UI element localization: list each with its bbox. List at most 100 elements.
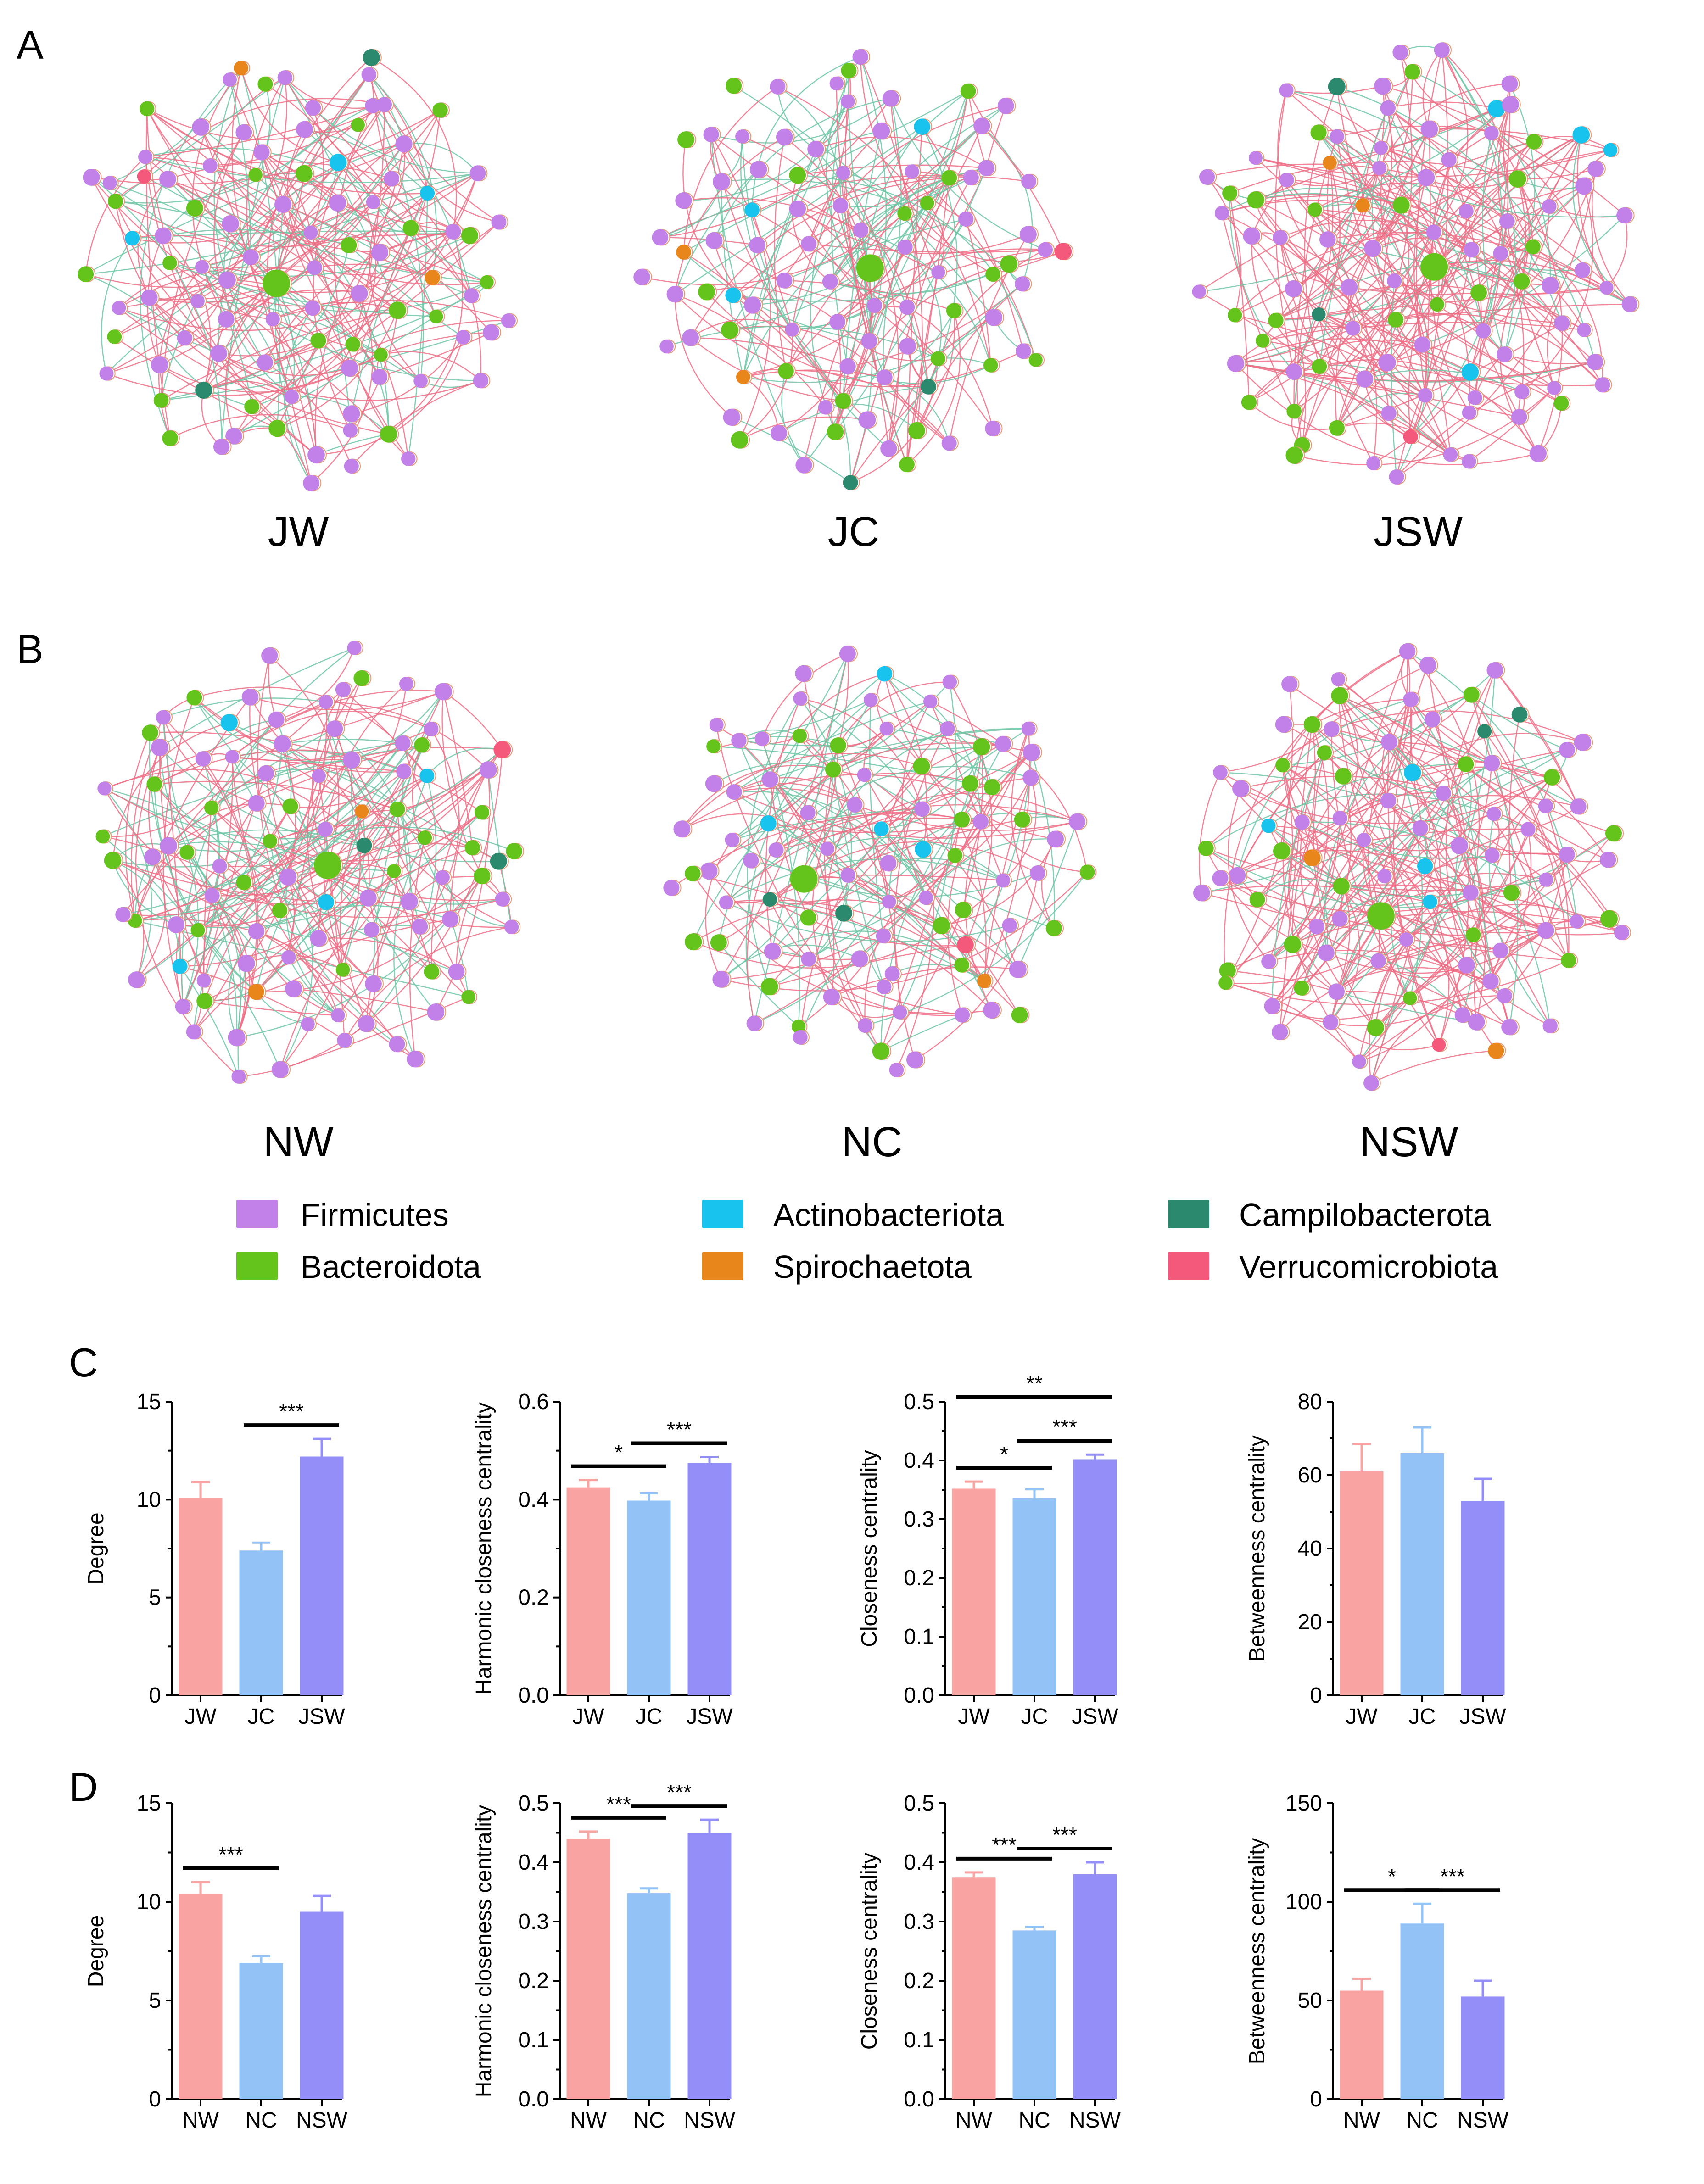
positive-edge (1389, 741, 1609, 860)
positive-edge (1336, 136, 1397, 320)
node-firmicutes (958, 211, 974, 227)
negative-edge (212, 826, 514, 896)
node-bacteroidota (685, 865, 701, 882)
positive-edge (118, 279, 228, 309)
positive-edge (114, 201, 374, 337)
positive-edge (1225, 901, 1430, 985)
positive-edge (739, 329, 793, 440)
node-firmicutes (1441, 152, 1457, 167)
node-firmicutes (1462, 405, 1476, 420)
legend-label-spirochaetota: Spirochaetota (773, 1249, 972, 1285)
positive-edge (351, 337, 464, 415)
positive-edge (1358, 997, 1411, 1062)
node-firmicutes (1587, 354, 1603, 370)
positive-edge (980, 752, 1032, 822)
x-tick-label-jw: JW (1346, 1705, 1378, 1729)
node-bacteroidota (461, 990, 475, 1004)
x-tick-label-jc: JC (248, 1705, 275, 1729)
node-bacteroidota (1463, 686, 1480, 703)
positive-edge (890, 98, 939, 273)
node-firmicutes (285, 980, 302, 997)
node-firmicutes (978, 160, 994, 176)
node-bacteroidota (414, 737, 430, 753)
positive-edge (212, 769, 489, 897)
node-firmicutes (1374, 141, 1388, 155)
negative-edge (1504, 246, 1534, 355)
node-firmicutes (365, 98, 380, 114)
negative-edge (284, 307, 313, 484)
node-firmicutes (343, 751, 360, 769)
node-firmicutes (807, 140, 824, 157)
node-firmicutes (1281, 676, 1298, 692)
positive-edge (1326, 930, 1546, 974)
positive-edge (1466, 197, 1549, 212)
positive-edge (430, 749, 503, 972)
node-bacteroidota (1543, 769, 1560, 786)
node-bacteroidota (107, 329, 122, 344)
bar-nsw (687, 1833, 732, 2099)
positive-edge (1339, 696, 1497, 1051)
positive-edge (1225, 960, 1569, 1005)
phylum-legend: Firmicutes Bacteroidota Actinobacteriota… (236, 1197, 1498, 1285)
positive-edge (887, 728, 948, 864)
significance-label: *** (279, 1399, 304, 1423)
y-tick-label: 0.2 (518, 1969, 549, 1993)
node-firmicutes (376, 97, 392, 112)
positive-edge (1336, 777, 1553, 992)
node-firmicutes (337, 1033, 352, 1048)
negative-edge (911, 105, 1006, 172)
negative-edge (282, 739, 403, 745)
node-firmicutes (310, 930, 327, 947)
node-firmicutes (1261, 954, 1276, 969)
positive-edge (1470, 935, 1510, 1028)
node-firmicutes (985, 309, 1002, 326)
node-firmicutes (1417, 169, 1435, 186)
node-firmicutes (1378, 354, 1396, 372)
node-bacteroidota (1222, 185, 1238, 201)
node-firmicutes (248, 795, 265, 812)
node-bacteroidota (961, 775, 978, 792)
node-bacteroidota (474, 868, 491, 885)
node-firmicutes (1193, 884, 1210, 902)
node-firmicutes (1587, 161, 1604, 177)
negative-edge (179, 691, 444, 967)
positive-edge (403, 144, 499, 223)
node-firmicutes (1468, 1013, 1485, 1031)
negative-edge (219, 866, 318, 939)
y-tick-label: 10 (137, 1488, 161, 1512)
bar-nsw (1073, 1874, 1117, 2099)
bar-nw (566, 1839, 610, 2099)
positive-edge (313, 107, 472, 296)
node-firmicutes (483, 324, 499, 341)
node-bacteroidota (1561, 953, 1576, 968)
node-firmicutes (1374, 78, 1391, 95)
positive-edge (211, 807, 327, 903)
legend-swatch-spirochaetota (702, 1252, 743, 1280)
positive-edge (1330, 108, 1497, 164)
node-spirochaetota (1323, 156, 1337, 170)
positive-edge (743, 369, 885, 378)
positive-edge (1349, 286, 1479, 295)
node-bacteroidota (417, 830, 432, 845)
positive-edge (145, 105, 373, 158)
negative-edge (713, 98, 891, 241)
node-firmicutes (218, 311, 235, 328)
positive-edge (831, 997, 900, 1018)
node-firmicutes (1483, 755, 1500, 772)
positive-edge (249, 697, 374, 985)
y-axis-title: Closeness centrality (857, 1450, 882, 1647)
node-bacteroidota (257, 76, 273, 92)
y-tick-label: 0 (1310, 1683, 1322, 1708)
chart-d-degree: 0 5 10 15 Degree NW NC NSW *** (84, 1791, 348, 2133)
positive-edge (1262, 303, 1630, 341)
negative-edge (102, 744, 422, 837)
negative-edge (1206, 793, 1529, 849)
node-bacteroidota (792, 729, 807, 743)
node-campilobacterota (356, 837, 372, 853)
node-firmicutes (1454, 1007, 1470, 1023)
node-firmicutes (1424, 711, 1441, 728)
node-firmicutes (735, 129, 749, 144)
node-firmicutes (1294, 814, 1310, 830)
positive-edge (1205, 848, 1327, 953)
positive-edge (1339, 695, 1486, 1022)
